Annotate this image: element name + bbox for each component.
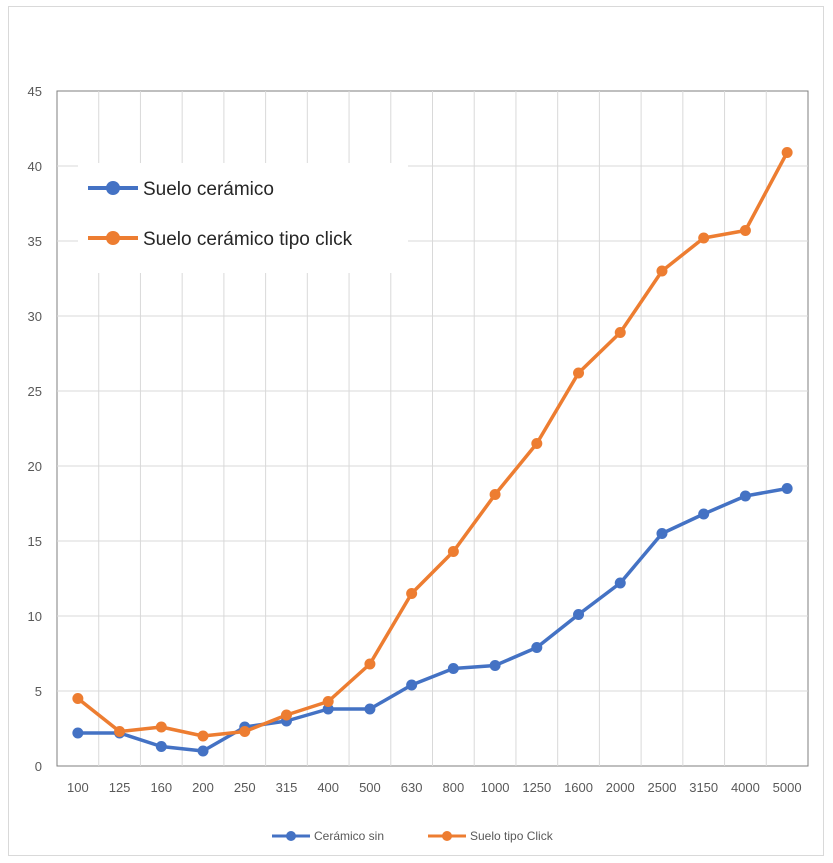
data-point [614, 327, 626, 338]
x-tick-label: 500 [359, 780, 381, 795]
data-point [656, 528, 668, 539]
bottom-legend: Cerámico sin Suelo tipo Click [272, 829, 554, 843]
data-point [573, 367, 585, 379]
x-tick-label: 1250 [522, 780, 551, 795]
data-point [322, 696, 334, 707]
x-tick-label: 315 [276, 780, 298, 795]
bottom-legend-label: Suelo tipo Click [470, 829, 554, 843]
y-tick-label: 40 [28, 159, 42, 174]
y-tick-label: 35 [28, 234, 42, 249]
data-point [447, 663, 459, 674]
data-point [698, 232, 710, 244]
series-line [76, 486, 789, 753]
data-point [489, 660, 501, 671]
bottom-legend-label: Cerámico sin [314, 829, 384, 843]
data-point [155, 721, 167, 733]
data-point [531, 642, 543, 653]
x-tick-label: 800 [443, 780, 465, 795]
bottom-legend-swatch-marker [442, 831, 452, 841]
data-point [72, 693, 84, 704]
chart-frame [8, 6, 824, 856]
data-point [739, 490, 751, 502]
y-tick-label: 15 [28, 534, 42, 549]
data-point [656, 265, 668, 277]
data-point [155, 741, 167, 752]
data-point [739, 225, 751, 236]
x-tick-label: 2500 [648, 780, 677, 795]
inner-legend-swatch-marker [106, 181, 120, 195]
inner-legend-swatch-marker [106, 231, 120, 245]
y-tick-label: 20 [28, 459, 42, 474]
x-tick-label: 125 [109, 780, 131, 795]
x-tick-label: 3150 [689, 780, 718, 795]
x-tick-label: 250 [234, 780, 256, 795]
x-tick-label: 100 [67, 780, 89, 795]
data-point [489, 489, 501, 500]
y-tick-label: 45 [28, 84, 42, 99]
data-point [364, 703, 376, 715]
x-tick-label: 200 [192, 780, 214, 795]
x-tick-label: 630 [401, 780, 423, 795]
inner-legend: Suelo cerámico Suelo cerámico tipo click [78, 163, 408, 273]
data-point [614, 577, 626, 589]
y-tick-label: 30 [28, 309, 42, 324]
x-tick-label: 400 [317, 780, 339, 795]
data-point [197, 730, 209, 742]
data-point [406, 588, 418, 599]
inner-legend-background [78, 163, 408, 273]
data-point [447, 546, 459, 557]
x-tick-label: 1600 [564, 780, 593, 795]
y-tick-label: 0 [35, 759, 42, 774]
data-point [573, 609, 585, 620]
data-point [72, 727, 84, 739]
x-tick-label: 160 [150, 780, 172, 795]
inner-legend-label: Suelo cerámico [143, 179, 274, 200]
series-layer [72, 147, 793, 757]
y-tick-label: 10 [28, 609, 42, 624]
x-tick-label: 2000 [606, 780, 635, 795]
data-point [239, 726, 251, 737]
data-point [197, 745, 209, 757]
data-point [364, 658, 376, 670]
data-point [531, 438, 543, 449]
data-point [698, 508, 710, 520]
data-point [114, 726, 126, 737]
data-point [781, 483, 793, 494]
bottom-legend-swatch-marker [286, 831, 296, 841]
x-tick-label: 1000 [481, 780, 510, 795]
x-tick-label: 5000 [773, 780, 802, 795]
y-tick-label: 5 [35, 684, 42, 699]
data-point [406, 679, 418, 691]
y-tick-label: 25 [28, 384, 42, 399]
data-point [280, 709, 292, 721]
inner-legend-label: Suelo cerámico tipo click [143, 229, 353, 250]
axes: 0 5 10 15 20 25 30 35 40 45 100 125 160 200 250 315 400 5… [28, 84, 802, 795]
data-point [781, 147, 793, 158]
series-line [76, 150, 789, 738]
x-tick-label: 4000 [731, 780, 760, 795]
